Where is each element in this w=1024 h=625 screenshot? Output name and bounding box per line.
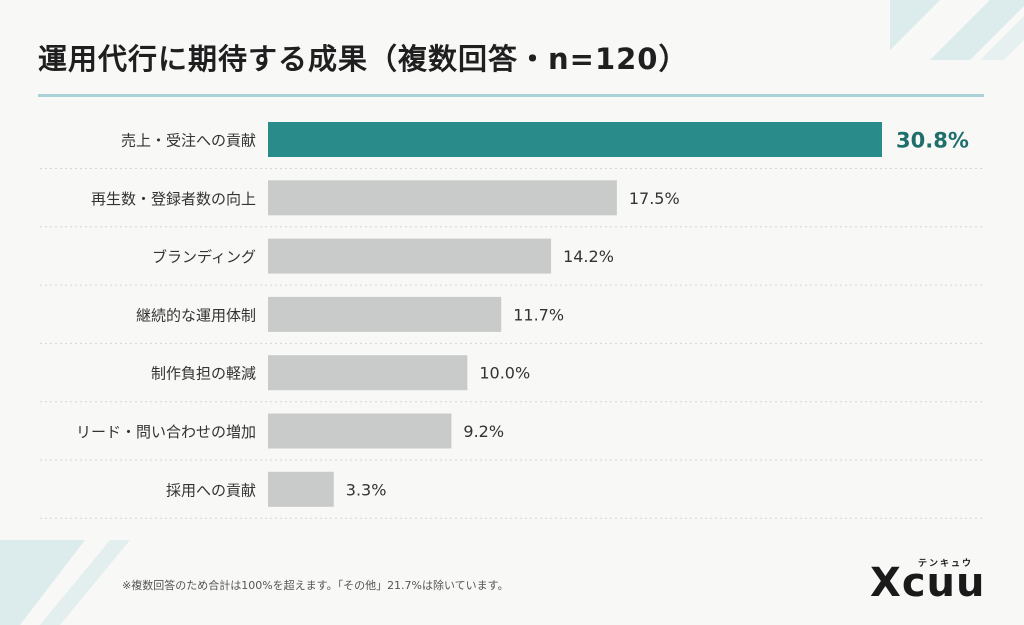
category-label: 制作負担の軽減 [151, 365, 256, 383]
brand-logo: テンキュウ Xcuu [870, 556, 1000, 606]
bar [268, 238, 552, 274]
logo-text: Xcuu [870, 560, 986, 606]
value-label: 17.5% [629, 189, 680, 208]
chart-title: 運用代行に期待する成果（複数回答・n=120） [38, 42, 689, 76]
logo-kana: テンキュウ [918, 559, 974, 569]
bar [268, 122, 882, 157]
category-label: 採用への貢献 [166, 481, 256, 499]
value-label: 14.2% [563, 247, 614, 266]
value-label: 30.8% [896, 129, 969, 153]
category-label: 売上・受注への貢献 [121, 132, 256, 150]
value-label: 11.7% [513, 305, 564, 324]
value-label: 10.0% [479, 364, 530, 383]
category-label: 継続的な運用体制 [136, 306, 256, 324]
bar [268, 413, 452, 449]
category-label: リード・問い合わせの増加 [76, 423, 256, 441]
category-label: ブランディング [152, 248, 256, 266]
bar [268, 471, 334, 507]
title-underline [38, 94, 984, 97]
value-label: 9.2% [463, 422, 504, 441]
bar [268, 296, 502, 332]
bar-chart: 売上・受注への貢献 30.8% 再生数・登録者数の向上 17.5% ブランディング 14.… [40, 122, 984, 519]
bar [268, 355, 468, 391]
bar [268, 180, 617, 216]
category-label: 再生数・登録者数の向上 [91, 190, 256, 208]
value-label: 3.3% [346, 480, 387, 499]
footnote: ※複数回答のため合計は100%を超えます。「その他」21.7%は除いています。 [122, 579, 509, 592]
